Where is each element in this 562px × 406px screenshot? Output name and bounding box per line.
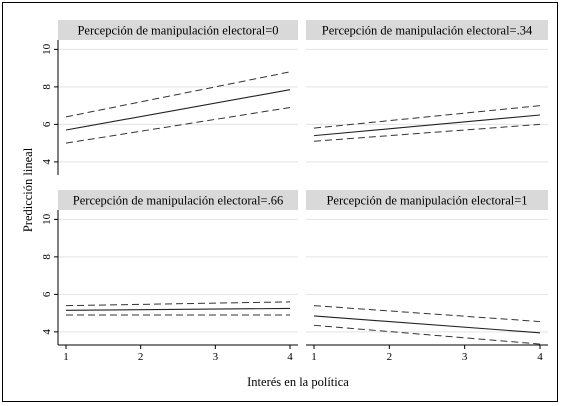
fit-line xyxy=(313,114,541,137)
y-tick-label: 6 xyxy=(41,121,53,127)
x-tick-label: 3 xyxy=(213,351,219,363)
y-tick-label: 6 xyxy=(41,291,53,297)
x-tick-label: 3 xyxy=(462,351,468,363)
panel-strip xyxy=(58,190,298,210)
x-tick-label: 4 xyxy=(537,351,543,363)
x-axis-title: Interés en la política xyxy=(247,375,349,389)
x-tick-label: 4 xyxy=(287,351,293,363)
x-tick-label: 1 xyxy=(311,351,317,363)
y-tick-label: 8 xyxy=(41,254,53,260)
x-tick-label: 1 xyxy=(63,351,69,363)
panel-title: Percepción de manipulación electoral=0 xyxy=(77,24,278,38)
panel-strip xyxy=(306,20,548,40)
ci-upper-line xyxy=(313,305,541,323)
panel-title: Percepción de manipulación electoral=.34 xyxy=(322,24,533,38)
fit-line xyxy=(65,307,291,311)
panel-strip xyxy=(58,20,298,40)
ci-lower-line xyxy=(313,123,541,142)
ci-lower-line xyxy=(65,107,291,144)
ci-upper-line xyxy=(65,301,291,307)
y-tick-label: 4 xyxy=(41,159,53,165)
y-tick-label: 4 xyxy=(41,329,53,335)
y-tick-label: 10 xyxy=(41,213,53,225)
panel-strip xyxy=(306,190,548,210)
x-tick-label: 2 xyxy=(138,351,144,363)
y-tick-label: 10 xyxy=(41,43,53,55)
ci-upper-line xyxy=(313,105,541,129)
y-axis-title: Predicción lineal xyxy=(21,147,35,232)
panel-title: Percepción de manipulación electoral=1 xyxy=(326,194,527,208)
panel-title: Percepción de manipulación electoral=.66 xyxy=(73,194,283,208)
y-tick-label: 8 xyxy=(41,84,53,90)
x-tick-label: 2 xyxy=(387,351,393,363)
ci-upper-line xyxy=(65,71,291,118)
fit-line xyxy=(313,315,541,334)
ci-lower-line xyxy=(313,324,541,345)
fit-line xyxy=(65,89,291,131)
